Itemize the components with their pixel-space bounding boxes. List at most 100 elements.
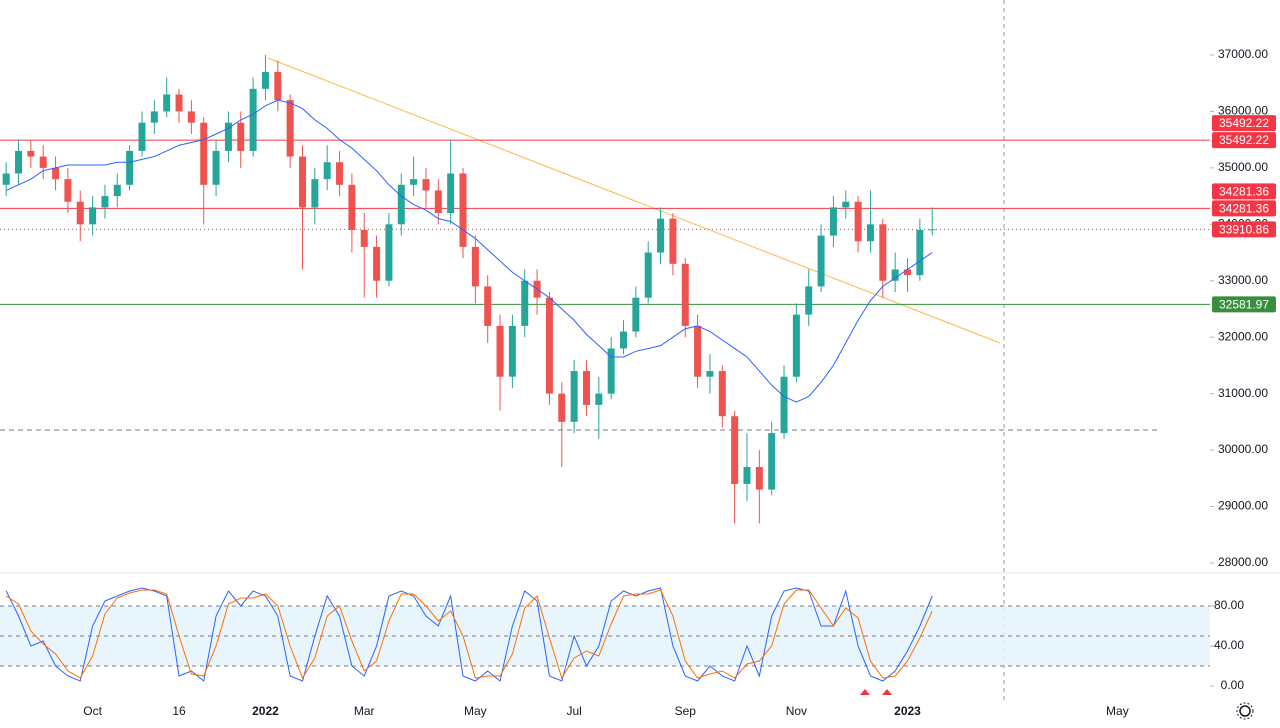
candle-body: [805, 286, 813, 315]
candle-body: [299, 156, 306, 208]
band: [0, 606, 1210, 666]
candle-body: [249, 88, 257, 151]
candle-body: [397, 184, 405, 225]
candle-body: [163, 94, 171, 112]
signal-marker: [860, 689, 870, 695]
candle-body: [2, 173, 10, 185]
y-tick-label: 30000.00: [1218, 442, 1268, 456]
layer: 35492.22 35492.22 34281.36 34281.36 33910.86…: [1212, 115, 1276, 313]
candle-body: [570, 371, 578, 422]
candle-body: [508, 325, 516, 377]
candle-body: [39, 156, 47, 168]
candle-body: [879, 224, 887, 281]
layer: [2, 54, 936, 524]
candle-body: [447, 173, 455, 214]
x-tick-label: 2022: [252, 704, 279, 718]
candle-body: [632, 297, 640, 332]
candle-body: [64, 179, 72, 202]
candle-body: [891, 269, 899, 281]
candle-body: [854, 201, 862, 242]
price-label-box: [1212, 296, 1276, 313]
candle-body: [76, 201, 84, 225]
y-tick-label: 35000.00: [1218, 160, 1268, 174]
candle-body: [866, 224, 874, 242]
price-label-box: [1212, 221, 1276, 238]
price-label: 35492.22: [1219, 133, 1269, 147]
candle-body: [792, 314, 800, 377]
candle-body: [138, 122, 146, 151]
candle-body: [582, 371, 590, 405]
trend-line: [267, 57, 1001, 344]
price-label: 34281.36: [1219, 185, 1269, 199]
y-tick-label: 32000.00: [1218, 329, 1268, 343]
candle-body: [545, 297, 553, 394]
candle-body: [496, 325, 504, 377]
candle-body: [620, 331, 628, 349]
y-tick-label: 36000.00: [1218, 104, 1268, 118]
candle-body: [187, 111, 195, 123]
candle-body: [521, 280, 529, 326]
candle-body: [755, 467, 763, 490]
candle-body: [385, 224, 393, 281]
price-label-box: [1212, 115, 1276, 132]
candle-body: [126, 150, 134, 185]
candle-body: [200, 122, 208, 185]
y-tick-label: 29000.00: [1218, 499, 1268, 513]
x-tick-label: Jul: [566, 704, 581, 718]
price-label: 33910.86: [1219, 223, 1269, 237]
candle-body: [323, 162, 331, 180]
candle-body: [434, 190, 442, 214]
x-tick-label: Mar: [354, 704, 375, 718]
y-tick-label: 33000.00: [1218, 273, 1268, 287]
candle-body: [274, 71, 282, 101]
candle-body: [52, 167, 60, 180]
candle-body: [224, 122, 232, 151]
candle-body: [175, 94, 183, 112]
candle-body: [558, 393, 566, 422]
candle-body: [237, 122, 245, 151]
y-tick-label: 37000.00: [1218, 47, 1268, 61]
x-tick-label: 2023: [894, 704, 921, 718]
y-tick-label: 80.00: [1214, 598, 1244, 612]
candle-body: [829, 207, 837, 236]
candle-body: [348, 184, 356, 230]
settings-icon[interactable]: [1236, 702, 1254, 720]
candle-body: [212, 150, 220, 185]
candle-body: [817, 235, 825, 287]
candle-body: [261, 71, 269, 89]
candle-body: [644, 252, 652, 298]
candle-body: [360, 229, 368, 247]
price-label: 32581.97: [1219, 298, 1269, 312]
signal-marker: [882, 689, 892, 695]
candle-body: [928, 229, 936, 231]
candle-body: [471, 246, 479, 287]
stochastic-line: [5, 589, 933, 680]
candle-body: [286, 100, 294, 157]
candle-body: [768, 433, 776, 490]
price-label-box: [1212, 132, 1276, 149]
candle-body: [718, 371, 726, 417]
price-label-box: [1212, 183, 1276, 200]
x-tick-label: Sep: [675, 704, 697, 718]
candle-body: [484, 286, 492, 326]
moving-average: [5, 99, 933, 403]
candle-body: [607, 348, 615, 394]
candle-body: [459, 173, 467, 247]
candle-body: [904, 269, 911, 276]
x-tick-label: Oct: [83, 704, 102, 718]
stochastic-line: [5, 587, 933, 682]
candle-body: [27, 150, 35, 157]
price-label: 34281.36: [1219, 202, 1269, 216]
candle-body: [731, 416, 739, 484]
candle-body: [743, 467, 751, 484]
price-label-box: [1212, 200, 1276, 217]
candle-body: [410, 179, 418, 185]
candle-body: [669, 218, 677, 264]
candle-body: [101, 196, 109, 208]
candle-body: [422, 179, 430, 191]
candle-body: [15, 150, 23, 174]
candle-body: [89, 207, 97, 225]
y-tick-label: 31000.00: [1218, 386, 1268, 400]
layer: 0.00 40.00 80.00: [0, 587, 1244, 692]
